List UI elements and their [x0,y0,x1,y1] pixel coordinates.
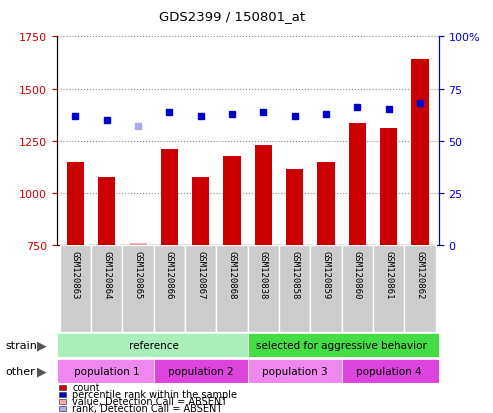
Bar [57,359,154,383]
Bar [192,178,210,246]
Bar [161,150,178,246]
Text: GSM120868: GSM120868 [228,250,237,298]
Text: population 3: population 3 [262,366,327,376]
Text: population 1: population 1 [74,366,140,376]
Text: ▶: ▶ [37,364,47,377]
Bar [404,246,436,332]
Text: percentile rank within the sample: percentile rank within the sample [72,389,237,399]
Text: GSM120867: GSM120867 [196,250,205,298]
Bar [373,246,404,332]
Bar [154,246,185,332]
Bar [248,333,439,357]
Bar [98,178,115,246]
Bar [349,124,366,246]
Bar [311,246,342,332]
Bar [223,157,241,246]
Text: GSM120863: GSM120863 [71,250,80,298]
Bar [317,162,335,246]
Bar [122,246,154,332]
Bar [411,60,428,246]
Text: rank, Detection Call = ABSENT: rank, Detection Call = ABSENT [72,404,222,413]
Bar [57,333,248,357]
Text: population 2: population 2 [168,366,234,376]
Text: selected for aggressive behavior: selected for aggressive behavior [256,340,427,350]
Bar [216,246,248,332]
Bar [248,359,342,383]
Bar [130,244,147,246]
Text: population 4: population 4 [356,366,422,376]
Text: GSM120866: GSM120866 [165,250,174,298]
Text: GSM120859: GSM120859 [321,250,330,298]
Text: GSM120838: GSM120838 [259,250,268,298]
Bar [91,246,122,332]
Text: reference: reference [129,340,179,350]
Bar [380,129,397,246]
Text: GSM120865: GSM120865 [134,250,142,298]
Text: GDS2399 / 150801_at: GDS2399 / 150801_at [159,10,305,23]
Bar [154,359,248,383]
Bar [342,359,439,383]
Bar [248,246,279,332]
Text: GSM120862: GSM120862 [416,250,424,298]
Text: GSM120858: GSM120858 [290,250,299,298]
Text: GSM120864: GSM120864 [103,250,111,298]
Bar [255,146,272,246]
Bar [342,246,373,332]
Bar [185,246,216,332]
Text: other: other [5,366,35,376]
Text: GSM120861: GSM120861 [384,250,393,298]
Bar [60,246,91,332]
Bar [67,162,84,246]
Text: count: count [72,382,100,392]
Text: value, Detection Call = ABSENT: value, Detection Call = ABSENT [72,396,227,406]
Bar [286,170,303,246]
Bar [279,246,311,332]
Text: GSM120860: GSM120860 [353,250,362,298]
Text: strain: strain [5,340,37,350]
Text: ▶: ▶ [37,339,47,352]
